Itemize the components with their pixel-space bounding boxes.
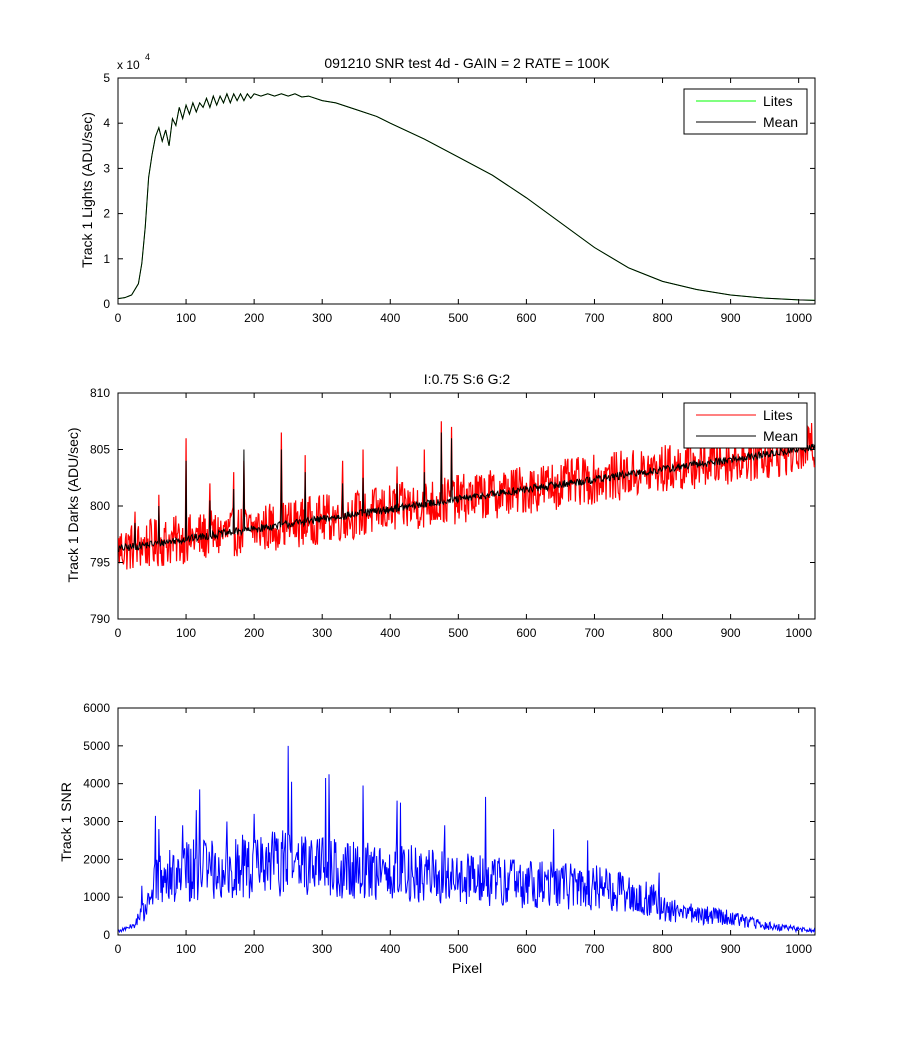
snr-y-tick-label: 3000 <box>83 815 110 829</box>
darks-mean-series-line <box>118 432 815 553</box>
snr-data <box>118 745 815 934</box>
snr-x-tick-label: 900 <box>721 942 741 956</box>
lights-y-tick-label: 2 <box>103 207 110 221</box>
darks-plot: I:0.75 S:6 G:2 Track 1 Darks (ADU/sec) 0… <box>65 371 816 640</box>
lights-exponent-power: 4 <box>145 52 150 62</box>
lights-x-tick-label: 200 <box>244 311 264 325</box>
darks-legend-label-mean: Mean <box>763 428 798 444</box>
darks-x-tick-label: 600 <box>516 626 536 640</box>
darks-lites-series-line <box>118 421 815 570</box>
darks-x-tick-label: 900 <box>721 626 741 640</box>
snr-x-tick-label: 200 <box>244 942 264 956</box>
snr-x-tick-label: 500 <box>448 942 468 956</box>
darks-legend-box <box>683 402 808 449</box>
darks-legend-label-lites: Lites <box>763 407 793 423</box>
snr-x-axis-label: Pixel <box>452 960 482 976</box>
snr-plot-area: 0 100 200 300 400 500 600 700 800 900 1000 0 1000 200… <box>83 701 816 956</box>
lights-x-tick-label: 700 <box>584 311 604 325</box>
darks-y-tick-label: 810 <box>90 386 110 400</box>
lights-x-tick-label: 0 <box>115 311 122 325</box>
lights-x-tick-label: 900 <box>721 311 741 325</box>
snr-x-tick-label: 600 <box>516 942 536 956</box>
darks-y-tick-label: 800 <box>90 499 110 513</box>
snr-y-axis-label: Track 1 SNR <box>58 782 74 862</box>
lights-legend-box <box>683 88 808 135</box>
darks-x-tick-label: 0 <box>115 626 122 640</box>
darks-data <box>118 421 815 570</box>
lights-x-tick-label: 1000 <box>785 311 812 325</box>
snr-plot: Track 1 SNR Pixel 0 100 200 300 400 500 600 700… <box>58 701 816 976</box>
lights-x-tick-label: 800 <box>653 311 673 325</box>
snr-snr-series-line <box>118 745 815 934</box>
lights-x-tick-label: 100 <box>176 311 196 325</box>
snr-ticks: 0 100 200 300 400 500 600 700 800 900 1000 0 1000 200… <box>83 701 815 956</box>
lights-x-tick-label: 300 <box>312 311 332 325</box>
lights-data <box>118 92 815 301</box>
darks-y-axis-label: Track 1 Darks (ADU/sec) <box>65 427 81 582</box>
snr-x-tick-label: 0 <box>115 942 122 956</box>
darks-y-tick-label: 805 <box>90 443 110 457</box>
snr-x-tick-label: 100 <box>176 942 196 956</box>
lights-y-tick-label: 4 <box>103 116 110 130</box>
snr-y-tick-label: 1000 <box>83 890 110 904</box>
snr-x-tick-label: 300 <box>312 942 332 956</box>
lights-y-tick-label: 0 <box>103 297 110 311</box>
darks-x-tick-label: 200 <box>244 626 264 640</box>
darks-x-tick-label: 500 <box>448 626 468 640</box>
snr-y-tick-label: 6000 <box>83 701 110 715</box>
snr-y-tick-label: 4000 <box>83 777 110 791</box>
darks-x-tick-label: 700 <box>584 626 604 640</box>
darks-ticks: 0 100 200 300 400 500 600 700 800 900 1000 790 795 80… <box>90 386 815 640</box>
snr-y-tick-label: 0 <box>103 928 110 942</box>
darks-x-tick-label: 400 <box>380 626 400 640</box>
lights-y-tick-label: 1 <box>103 252 110 266</box>
lights-ticks: 0 100 200 300 400 500 600 700 800 900 1000 0 1 2 3 4 5 <box>103 71 815 325</box>
snr-x-tick-label: 1000 <box>785 942 812 956</box>
darks-plot-title: I:0.75 S:6 G:2 <box>424 371 511 387</box>
lights-legend-label-mean: Mean <box>763 114 798 130</box>
lights-exponent-label: x 10 <box>117 58 140 72</box>
snr-y-tick-label: 5000 <box>83 739 110 753</box>
snr-x-tick-label: 400 <box>380 942 400 956</box>
lights-y-tick-label: 3 <box>103 161 110 175</box>
darks-x-tick-label: 800 <box>653 626 673 640</box>
darks-x-tick-label: 100 <box>176 626 196 640</box>
lights-legend-label-lites: Lites <box>763 93 793 109</box>
darks-y-tick-label: 790 <box>90 612 110 626</box>
snr-x-tick-label: 800 <box>653 942 673 956</box>
lights-y-axis-label: Track 1 Lights (ADU/sec) <box>79 112 95 268</box>
lights-y-tick-label: 5 <box>103 71 110 85</box>
snr-y-tick-label: 2000 <box>83 852 110 866</box>
lights-x-tick-label: 600 <box>516 311 536 325</box>
lights-plot: 091210 SNR test 4d - GAIN = 2 RATE = 100… <box>79 52 816 325</box>
darks-legend: Lites Mean <box>683 402 808 449</box>
lights-x-tick-label: 400 <box>380 311 400 325</box>
lights-plot-title: 091210 SNR test 4d - GAIN = 2 RATE = 100… <box>324 55 610 71</box>
lights-mean-series-line <box>118 92 815 301</box>
darks-y-tick-label: 795 <box>90 556 110 570</box>
snr-x-tick-label: 700 <box>584 942 604 956</box>
darks-x-tick-label: 1000 <box>785 626 812 640</box>
darks-x-tick-label: 300 <box>312 626 332 640</box>
lights-x-tick-label: 500 <box>448 311 468 325</box>
lights-legend: Lites Mean <box>683 88 808 135</box>
